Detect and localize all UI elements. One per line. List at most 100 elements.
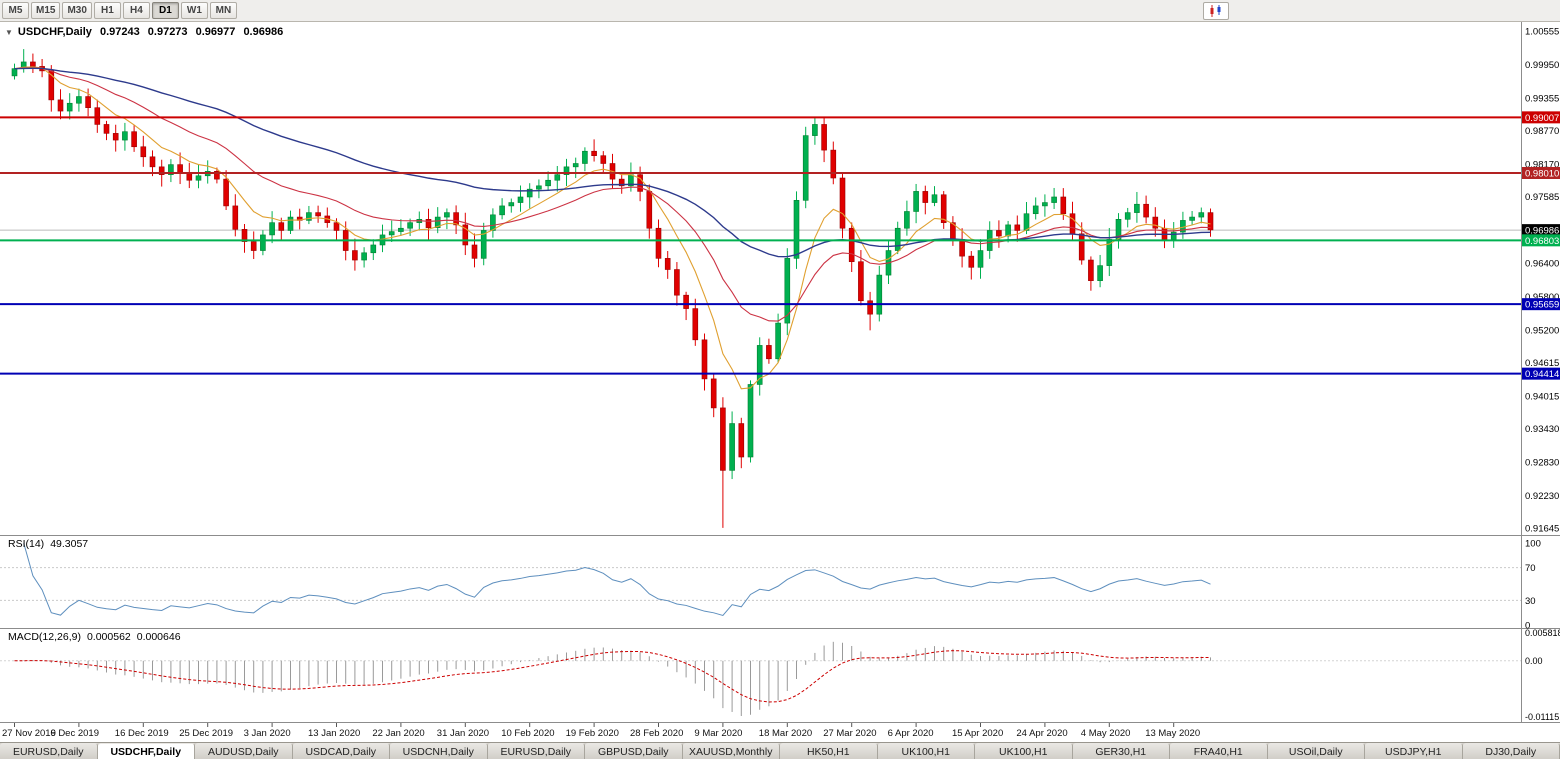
ohlc-open: 0.97243 [99,26,140,38]
timeframe-button-mn[interactable]: MN [209,2,237,19]
candle-body [66,102,73,112]
candle-body [554,174,561,181]
candle-body [177,164,183,173]
candle-body [1023,213,1030,231]
date-label: 15 Apr 2020 [952,728,1003,739]
timeframe-button-d1[interactable]: D1 [151,2,179,19]
candle-body [821,124,827,151]
candle-body [830,149,837,179]
symbol-tab-eurusd-daily[interactable]: EURUSD,Daily [0,743,98,759]
candle-body [140,146,147,158]
symbol-tab-hk50-h1[interactable]: HK50,H1 [780,743,878,759]
candle-body [287,216,294,231]
timeframe-button-h4[interactable]: H4 [122,2,150,19]
symbol-tab-usdcnh-daily[interactable]: USDCNH,Daily [390,743,488,759]
candle-body [756,345,763,385]
candle-body [545,179,551,187]
symbol-tab-usdcad-daily[interactable]: USDCAD,Daily [292,743,390,759]
candle-body [867,300,873,315]
candle-body [968,255,975,268]
symbol-tab-usdjpy-h1[interactable]: USDJPY,H1 [1365,743,1463,759]
candle-body [398,227,404,232]
symbol-tab-usoil-daily[interactable]: USOil,Daily [1267,743,1365,759]
symbol-tab-usdchf-daily[interactable]: USDCHF,Daily [97,743,195,759]
candle-body [1078,233,1085,261]
candle-body [526,188,533,198]
rsi-axis-label: 30 [1525,596,1536,607]
candle-body [692,308,699,341]
date-label: 18 Mar 2020 [759,728,812,739]
date-label: 9 Mar 2020 [694,728,742,739]
candle-body [766,345,772,360]
candle-body [214,171,220,180]
candle-body [306,212,312,221]
symbol-tab-ger30-h1[interactable]: GER30,H1 [1072,743,1170,759]
rsi-axis-label: 100 [1525,539,1541,550]
symbol-tab-xauusd-monthly[interactable]: XAUUSD,Monthly [682,743,780,759]
candle-body [278,222,285,231]
symbol-tab-gbpusd-daily[interactable]: GBPUSD,Daily [585,743,683,759]
symbol-tab-fra40-h1[interactable]: FRA40,H1 [1170,743,1268,759]
candle-body [637,174,643,192]
candle-body [149,156,156,168]
candle-body [701,339,708,380]
date-label: 4 May 2020 [1081,728,1131,739]
timeframe-button-m15[interactable]: M15 [31,2,61,19]
candle-body [480,230,487,259]
candle-body [94,107,101,125]
symbol-tab-eurusd-daily[interactable]: EURUSD,Daily [487,743,585,759]
date-label: 6 Dec 2019 [50,728,99,739]
date-label: 10 Feb 2020 [501,728,554,739]
candle-body [536,185,542,190]
candle-body [977,250,984,268]
timeframe-button-m30[interactable]: M30 [62,2,92,19]
candle-body [1143,203,1149,218]
candle-body [655,227,662,259]
candle-body [996,230,1002,237]
candle-body [572,163,579,168]
candle-body [462,224,469,246]
candle-body [674,269,680,296]
timeframe-button-h1[interactable]: H1 [93,2,121,19]
price-axis-label: 0.95800 [1525,292,1559,303]
price-marker [1522,367,1560,380]
candle-body [517,196,524,203]
date-label: 13 May 2020 [1145,728,1200,739]
timeframe-button-w1[interactable]: W1 [180,2,208,19]
candle-body [388,231,395,236]
candle-body [158,166,165,175]
timeframe-button-m5[interactable]: M5 [2,2,29,19]
price-axis-label: 0.98170 [1525,160,1559,171]
date-label: 31 Jan 2020 [437,728,489,739]
price-axis-label: 0.97585 [1525,192,1559,203]
price-axis-label: 1.00555 [1525,26,1559,37]
candle-body [664,258,671,270]
price-marker [1522,224,1560,237]
candle-body [508,202,515,207]
date-label: 6 Apr 2020 [888,728,934,739]
symbol-tab-uk100-h1[interactable]: UK100,H1 [975,743,1073,759]
price-marker-label: 0.94414 [1525,369,1559,380]
symbol-tab-uk100-h1[interactable]: UK100,H1 [877,743,975,759]
chart-canvas[interactable]: 1.00555 0.99950 0.99355 0.98770 0.98170 0.975… [0,0,1560,742]
candle-body [591,150,597,156]
candle-body [563,166,570,175]
candle-body [784,258,791,324]
candle-body [1134,203,1140,213]
candle-body [793,200,800,259]
symbol-tab-dj30-daily[interactable]: DJ30,Daily [1462,743,1560,759]
candle-body [1124,212,1131,220]
price-axis-label: 0.94615 [1525,358,1559,369]
candle-body [876,274,883,315]
chart-window-button[interactable] [1203,2,1229,20]
symbol-dropdown-icon[interactable]: ▼ [5,28,13,37]
candle-body [11,68,18,77]
candle-body [931,194,938,203]
candle-body [471,244,478,259]
candle-body [858,261,864,302]
candle-body [913,191,919,212]
candle-body [352,250,358,261]
symbol-tab-audusd-daily[interactable]: AUDUSD,Daily [195,743,293,759]
candle-body [241,229,248,242]
candle-body [1032,205,1039,215]
